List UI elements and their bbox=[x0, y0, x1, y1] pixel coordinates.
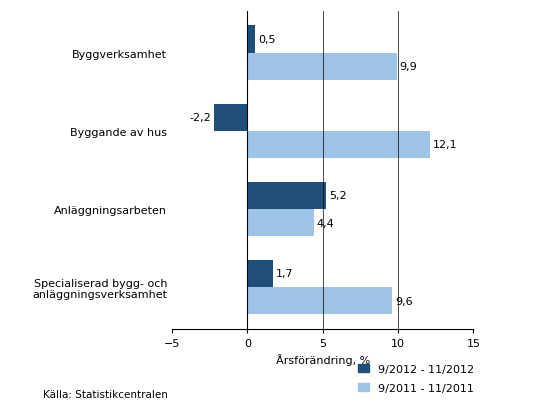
Bar bbox=[247, 287, 392, 314]
Text: 0,5: 0,5 bbox=[258, 35, 275, 45]
Bar bbox=[247, 209, 314, 237]
Text: 9,6: 9,6 bbox=[395, 296, 413, 306]
Bar bbox=[247, 54, 397, 81]
Text: 5,2: 5,2 bbox=[329, 191, 346, 201]
Bar bbox=[247, 26, 255, 54]
Text: Källa: Statistikcentralen: Källa: Statistikcentralen bbox=[43, 389, 168, 399]
Text: 12,1: 12,1 bbox=[433, 140, 457, 150]
Bar bbox=[247, 260, 273, 287]
Bar bbox=[247, 132, 430, 159]
Text: -2,2: -2,2 bbox=[189, 113, 211, 123]
Bar bbox=[214, 104, 247, 132]
Text: 9,9: 9,9 bbox=[400, 62, 417, 72]
Text: 4,4: 4,4 bbox=[317, 218, 335, 228]
Bar bbox=[247, 182, 326, 209]
Text: 1,7: 1,7 bbox=[276, 269, 294, 279]
Legend: 9/2012 - 11/2012, 9/2011 - 11/2011: 9/2012 - 11/2012, 9/2011 - 11/2011 bbox=[358, 364, 474, 393]
X-axis label: Årsförändring, %: Årsförändring, % bbox=[275, 353, 370, 365]
